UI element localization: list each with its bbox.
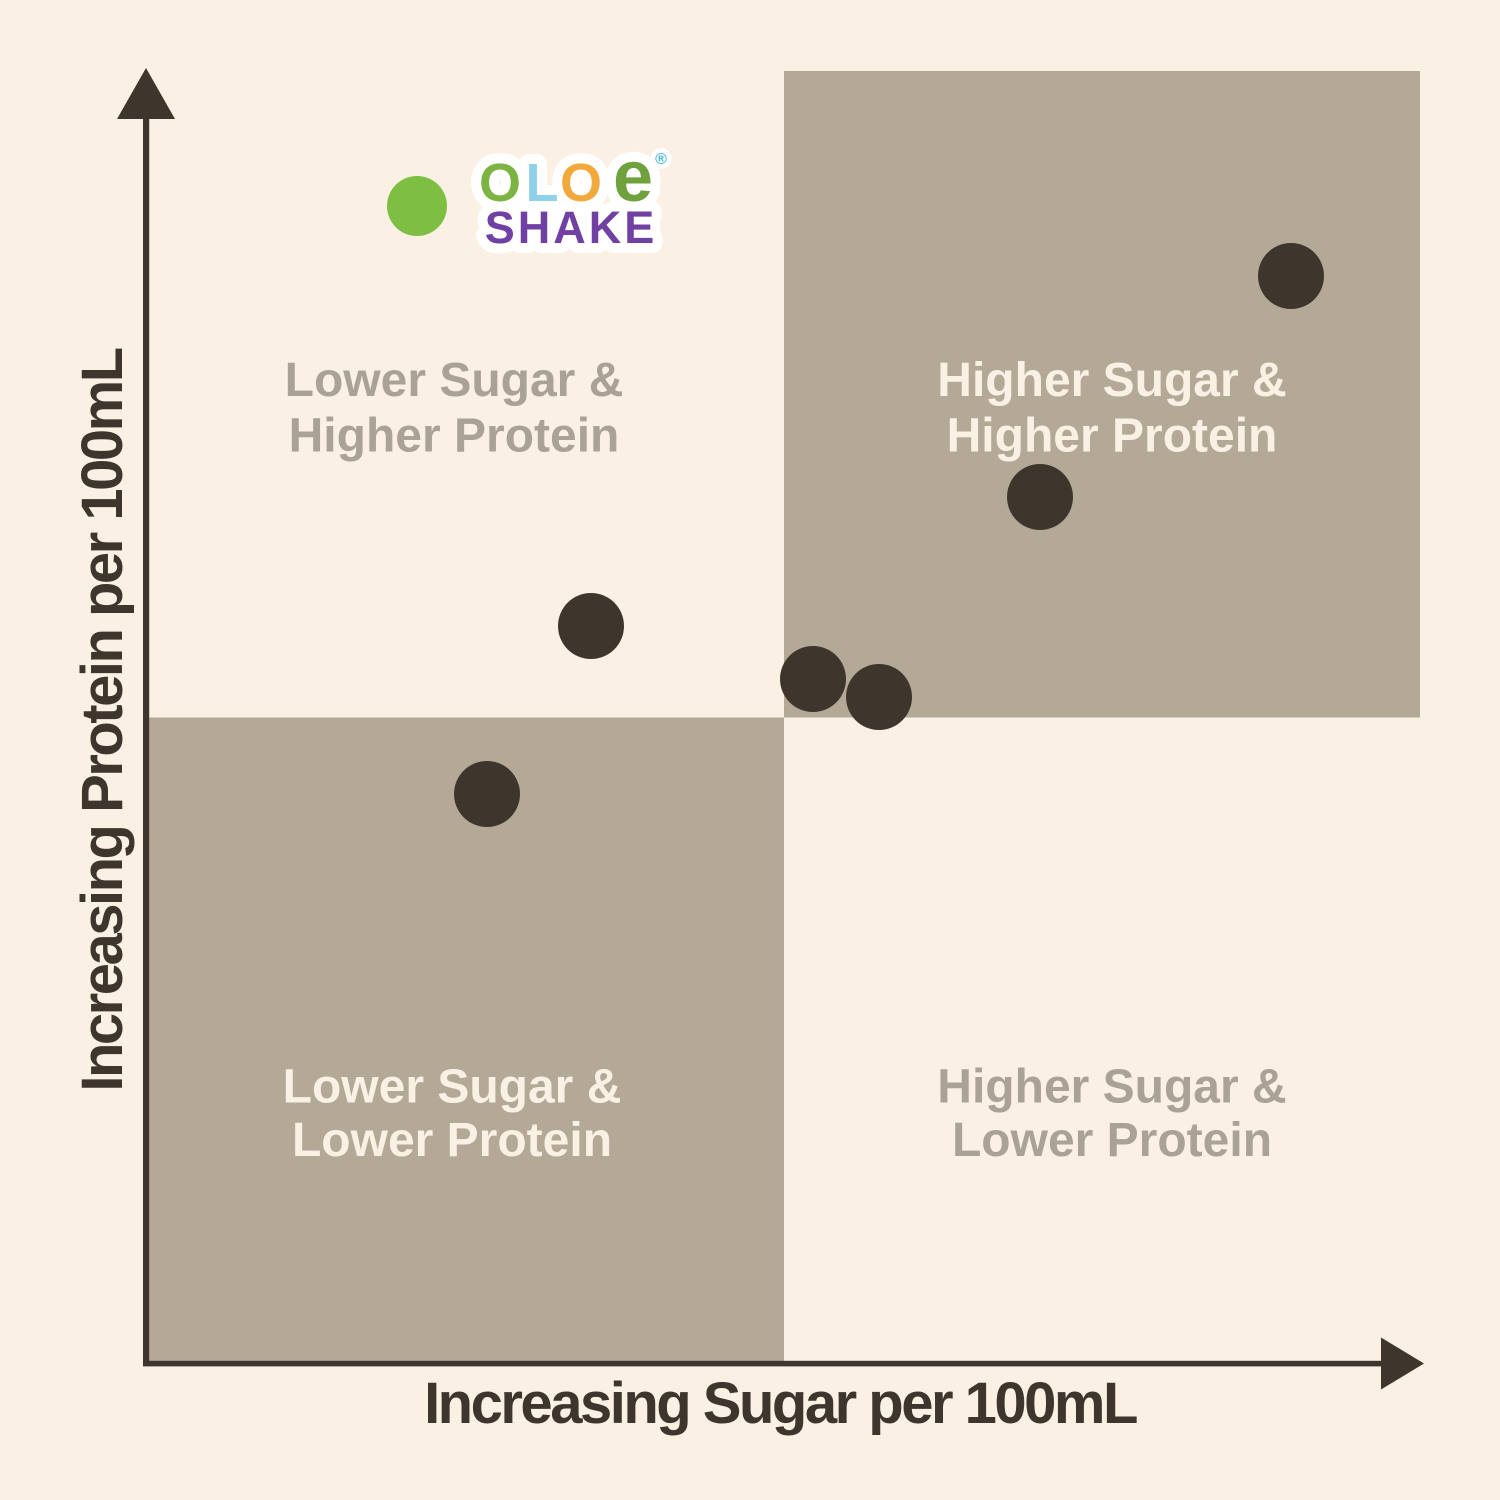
svg-text:Higher Protein: Higher Protein [289,410,620,463]
svg-text:L: L [526,153,559,213]
svg-text:®: ® [655,151,667,168]
svg-text:O: O [479,153,521,213]
svg-text:O: O [479,153,521,213]
svg-text:Lower Protein: Lower Protein [952,1114,1272,1167]
svg-text:Higher Protein: Higher Protein [947,410,1278,463]
svg-text:Higher Sugar &: Higher Sugar & [937,354,1286,407]
svg-text:SHAKE: SHAKE [485,202,658,253]
svg-text:®: ® [655,151,667,168]
svg-text:Lower Protein: Lower Protein [292,1114,612,1167]
svg-text:Lower Sugar &: Lower Sugar & [285,354,624,407]
svg-text:Increasing Sugar per 100mL: Increasing Sugar per 100mL [424,1371,1137,1436]
svg-text:O: O [560,153,602,213]
svg-text:e: e [613,137,653,217]
svg-text:Lower Sugar &: Lower Sugar & [283,1061,622,1114]
svg-text:O: O [560,153,602,213]
svg-text:SHAKE: SHAKE [485,202,658,253]
svg-text:Higher Sugar &: Higher Sugar & [937,1061,1286,1114]
svg-text:e: e [613,137,653,217]
svg-text:Increasing Protein per 100mL: Increasing Protein per 100mL [70,348,135,1091]
